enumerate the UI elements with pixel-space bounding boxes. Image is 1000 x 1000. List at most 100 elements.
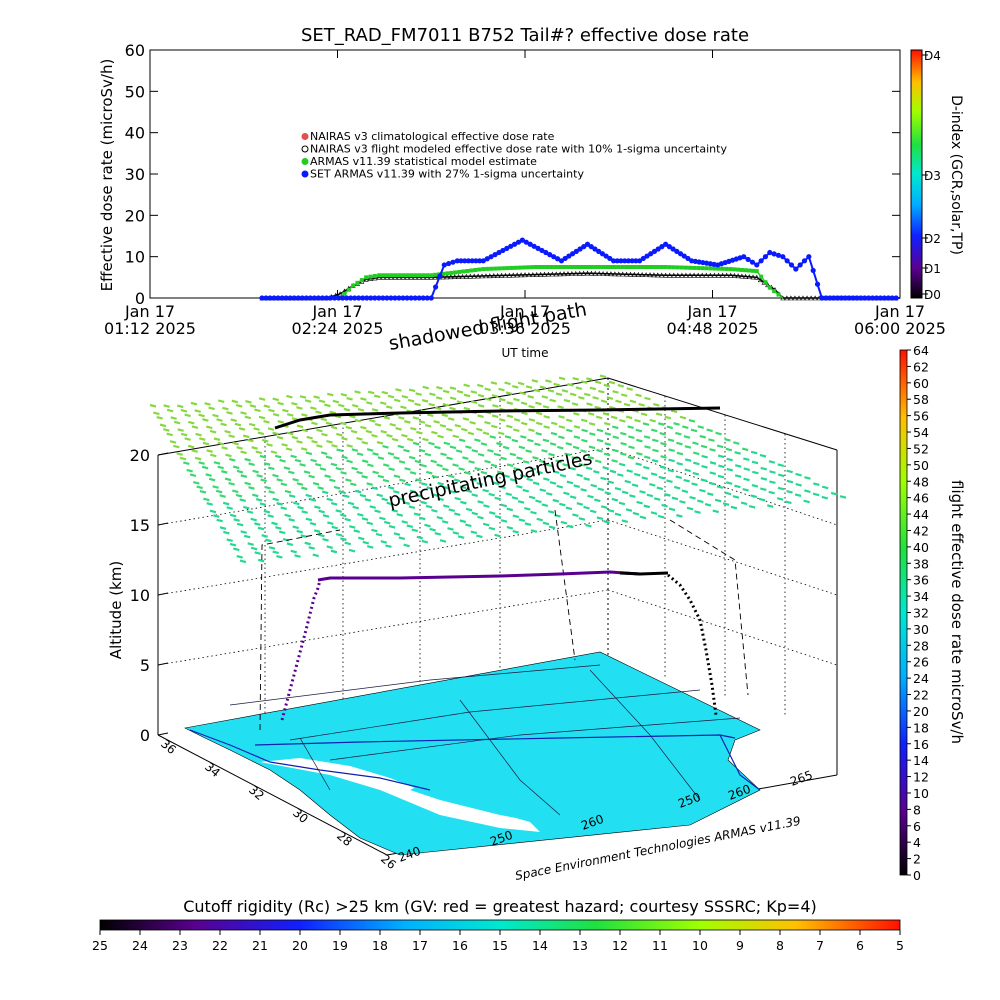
- particle-mark: [428, 402, 435, 407]
- particle-mark: [635, 428, 643, 433]
- set-point: [745, 256, 751, 263]
- particle-mark: [506, 463, 514, 468]
- particle-mark: [497, 470, 504, 475]
- particle-mark: [327, 392, 334, 397]
- particle-mark: [725, 447, 733, 452]
- particle-mark: [332, 399, 340, 404]
- flight-altitude-cruise: [317, 570, 641, 582]
- particle-mark: [454, 512, 461, 517]
- particle-mark: [270, 450, 278, 455]
- set-point: [523, 239, 529, 245]
- particle-mark: [516, 456, 523, 460]
- particle-mark: [525, 385, 533, 389]
- set-point: [473, 258, 479, 264]
- set-point: [335, 295, 342, 301]
- armas-point: [469, 268, 474, 273]
- nairas-point: [404, 274, 410, 280]
- particle-mark: [686, 506, 694, 511]
- particle-mark: [649, 482, 656, 487]
- set-point: [644, 253, 650, 259]
- particle-mark: [296, 529, 303, 534]
- coast-east: [719, 734, 761, 791]
- dindex-label: D-index (GCR,solar,TP): [948, 95, 964, 255]
- particle-mark: [221, 446, 228, 450]
- dose-colorbar-tick-label: 42: [913, 523, 929, 538]
- nairas-point: [444, 274, 450, 280]
- particle-mark: [553, 382, 560, 387]
- set-point: [323, 295, 330, 301]
- particle-mark: [408, 455, 416, 460]
- armas-point: [533, 265, 538, 269]
- particle-mark: [532, 481, 540, 486]
- particle-mark: [407, 437, 414, 442]
- armas-point: [457, 269, 462, 274]
- particle-mark: [758, 497, 766, 502]
- nairas-point: [530, 271, 536, 277]
- particle-mark: [644, 396, 651, 401]
- set-point: [360, 295, 366, 301]
- particle-mark: [558, 376, 566, 381]
- particle-mark: [709, 461, 717, 465]
- particle-mark: [521, 421, 528, 426]
- particle-mark: [232, 441, 239, 446]
- set-point: [372, 295, 378, 301]
- particle-mark: [567, 383, 574, 387]
- armas-point: [473, 268, 478, 273]
- particle-mark: [639, 490, 646, 494]
- particle-mark: [239, 559, 247, 564]
- particle-mark: [699, 488, 706, 493]
- particle-mark: [586, 377, 593, 381]
- particle-mark: [636, 500, 643, 505]
- particle-mark: [626, 387, 633, 391]
- set-point: [846, 295, 852, 301]
- set-point: [551, 254, 557, 260]
- particle-mark: [340, 393, 348, 397]
- particle-mark: [349, 414, 356, 419]
- particle-mark: [341, 437, 348, 441]
- particle-mark: [357, 407, 365, 412]
- dose-colorbar-tick-label: 24: [913, 671, 929, 686]
- particle-mark: [352, 505, 359, 510]
- particle-mark: [243, 534, 251, 539]
- particle-mark: [208, 406, 215, 411]
- particle-mark: [184, 437, 191, 441]
- particle-mark: [204, 402, 211, 406]
- armas-point: [624, 265, 629, 269]
- legend-entry: ARMAS v11.39 statistical model estimate: [310, 155, 537, 168]
- particle-mark: [606, 396, 614, 400]
- particle-mark: [356, 470, 363, 475]
- particle-mark: [668, 458, 675, 463]
- particle-mark: [418, 448, 426, 453]
- particle-mark: [491, 394, 499, 398]
- particle-mark: [242, 434, 250, 439]
- particle-mark: [506, 526, 514, 530]
- particle-mark: [309, 521, 317, 526]
- nairas-point: [679, 272, 685, 278]
- particle-mark: [498, 418, 506, 422]
- particle-mark: [189, 473, 197, 478]
- particle-mark: [265, 538, 272, 543]
- particle-mark: [596, 428, 604, 433]
- nairas-point: [542, 271, 548, 277]
- set-point: [275, 295, 281, 301]
- particle-mark: [346, 459, 353, 464]
- particle-mark: [643, 455, 651, 460]
- particle-mark: [350, 429, 358, 434]
- particle-mark: [252, 469, 259, 474]
- particle-mark: [377, 456, 385, 460]
- particle-mark: [708, 438, 715, 442]
- particle-mark: [274, 454, 282, 459]
- particle-mark: [365, 429, 373, 434]
- particle-mark: [248, 462, 255, 466]
- armas-point: [485, 266, 490, 271]
- x-tick-label-date: Jan 17: [499, 302, 550, 321]
- armas-point: [644, 265, 649, 269]
- particle-mark: [627, 455, 635, 460]
- particle-mark: [228, 481, 235, 486]
- particle-mark: [700, 478, 708, 482]
- particle-mark: [516, 485, 523, 489]
- particle-mark: [403, 501, 410, 505]
- set-point: [303, 295, 309, 301]
- particle-mark: [664, 493, 671, 497]
- dose-colorbar-tick-label: 36: [913, 573, 929, 588]
